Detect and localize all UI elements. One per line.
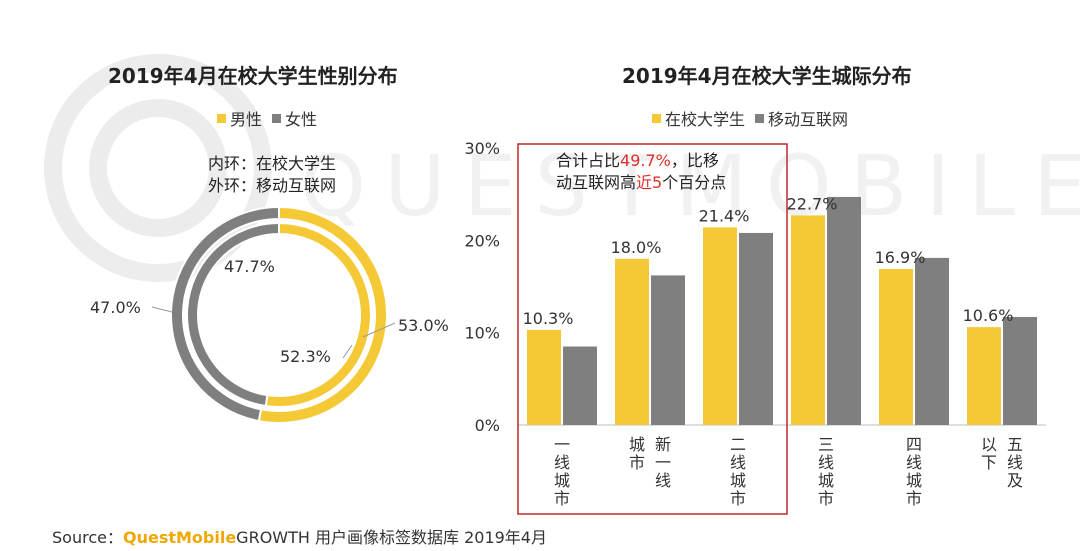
y-tick-label: 10%	[464, 324, 500, 343]
watermark-logo-ring	[44, 54, 272, 282]
x-tick-label: 城市	[629, 435, 645, 472]
x-tick-label: 以下	[981, 435, 997, 472]
legend-swatch-female	[272, 113, 282, 123]
legend-label-female: 女性	[285, 110, 318, 129]
bar-mobile	[915, 257, 949, 425]
x-tick-label: 三线城市	[818, 435, 834, 508]
bar-campus	[791, 215, 825, 425]
inner-ring-female-slice	[186, 221, 280, 408]
bar-data-label: 21.4%	[699, 206, 750, 225]
donut-note-line1: 内环：在校大学生	[208, 154, 337, 173]
inner-male-label: 52.3%	[280, 347, 331, 366]
source-suffix: GROWTH 用户画像标签数据库 2019年4月	[236, 528, 547, 547]
legend-label-campus: 在校大学生	[665, 110, 746, 129]
watermark-text: QUESTMOBILE	[300, 137, 1080, 235]
legend-swatch-campus	[652, 113, 661, 123]
bar-data-label: 10.6%	[963, 306, 1014, 325]
highlight-box	[517, 143, 788, 515]
legend-label-male: 男性	[230, 110, 263, 129]
outer-male-leader-line	[362, 322, 396, 338]
x-tick-label: 二线城市	[730, 435, 746, 508]
x-tick-label: 一线城市	[554, 435, 570, 508]
legend-item-mobile: 移动互联网	[755, 106, 848, 130]
donut-note-line2: 外环：移动互联网	[208, 176, 337, 195]
y-tick-label: 20%	[464, 231, 500, 250]
annotation-near: 近	[636, 173, 653, 192]
bar-chart-title: 2019年4月在校大学生城际分布	[622, 64, 912, 88]
bar-mobile	[739, 232, 773, 425]
outer-female-leader-line	[151, 306, 173, 313]
bar-campus	[879, 268, 913, 425]
x-tick-label: 五线及	[1007, 435, 1023, 490]
outer-male-label: 53.0%	[398, 316, 449, 335]
bar-legend: 在校大学生 移动互联网	[652, 106, 858, 130]
donut-legend: 男性 女性	[217, 106, 327, 130]
outer-female-label: 47.0%	[90, 298, 141, 317]
inner-female-label: 47.7%	[224, 257, 275, 276]
x-tick-label: 新一线	[655, 435, 671, 490]
annotation-line2: 动互联网高近5个百分点	[556, 173, 727, 192]
legend-item-campus: 在校大学生	[652, 106, 745, 130]
bar-mobile	[651, 275, 685, 425]
x-tick-label: 四线城市	[906, 435, 922, 508]
bar-data-label: 10.3%	[523, 309, 574, 328]
bar-data-label: 16.9%	[875, 248, 926, 267]
source-brand: QuestMobile	[122, 528, 237, 547]
watermark-logo-inner-ring	[89, 99, 227, 237]
y-tick-label: 0%	[475, 416, 500, 435]
bar-mobile	[827, 196, 861, 425]
legend-item-female: 女性	[272, 106, 317, 130]
bar-data-label: 18.0%	[611, 238, 662, 257]
source-prefix: Source：	[52, 528, 123, 547]
legend-label-mobile: 移动互联网	[768, 110, 849, 129]
donut-note: 内环：在校大学生 外环：移动互联网	[208, 153, 336, 197]
legend-swatch-mobile	[755, 113, 765, 123]
donut-title: 2019年4月在校大学生性别分布	[108, 64, 398, 88]
bar-campus	[703, 227, 737, 425]
bar-mobile	[563, 346, 597, 425]
legend-swatch-male	[217, 113, 226, 123]
outer-ring-female-slice	[170, 205, 280, 423]
highlight-annotation: 合计占比49.7%，比移 动互联网高近5个百分点	[556, 150, 726, 194]
inner-male-leader-line	[342, 344, 353, 359]
bar-campus	[967, 327, 1001, 425]
bar-campus	[527, 329, 561, 425]
bar-mobile	[1003, 316, 1037, 425]
annotation-five: 5	[652, 173, 663, 192]
annotation-value: 49.7%	[620, 151, 671, 170]
source-line: Source：QuestMobileGROWTH 用户画像标签数据库 2019年…	[52, 524, 547, 548]
y-tick-label: 30%	[464, 139, 500, 158]
legend-item-male: 男性	[217, 106, 262, 130]
annotation-line1: 合计占比49.7%，比移	[556, 151, 719, 170]
bar-data-label: 22.7%	[787, 194, 838, 213]
bar-campus	[615, 258, 649, 425]
